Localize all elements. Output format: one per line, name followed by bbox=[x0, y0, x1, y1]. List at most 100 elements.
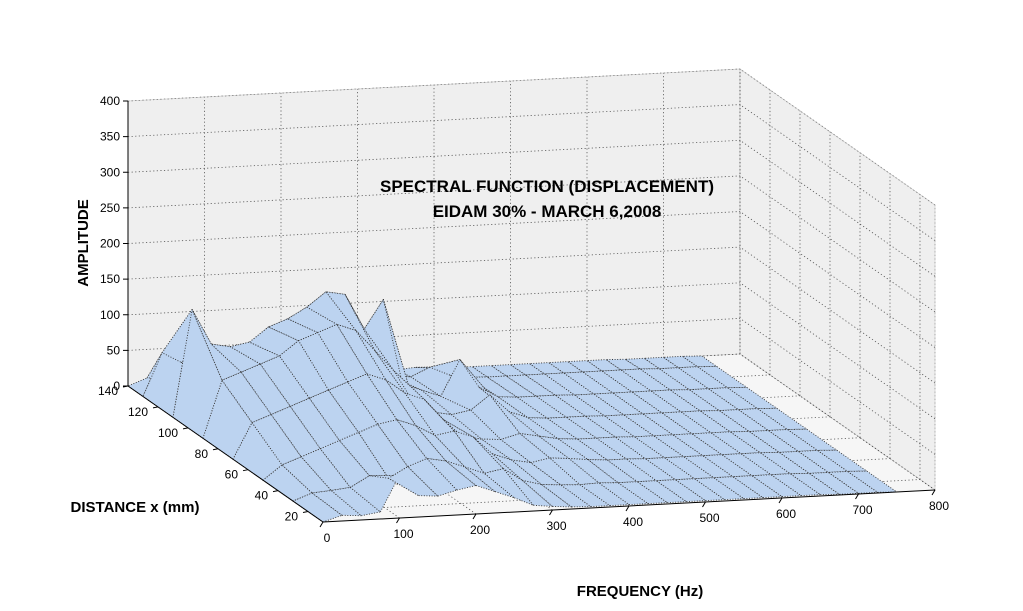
x-tick-mark bbox=[778, 497, 783, 504]
surface-patch bbox=[516, 395, 567, 419]
surface-patch bbox=[330, 486, 381, 517]
grid-line-z-side bbox=[739, 282, 936, 420]
surface-patch bbox=[530, 457, 581, 486]
x-tick-mark bbox=[396, 517, 400, 524]
surface-patch bbox=[426, 458, 477, 491]
surface-patch bbox=[669, 389, 720, 412]
surface-patch bbox=[620, 368, 671, 392]
surface-patch bbox=[645, 457, 696, 481]
y-tick-label: 80 bbox=[195, 447, 209, 461]
surface-patch bbox=[546, 416, 597, 440]
surface-patch bbox=[634, 435, 685, 459]
surface-patch bbox=[672, 433, 723, 457]
grid-line-z-back bbox=[127, 282, 741, 316]
surface-patch bbox=[625, 458, 676, 482]
x-tick-mark bbox=[319, 521, 324, 528]
surface-patch bbox=[694, 477, 745, 501]
surface-patch bbox=[710, 431, 761, 455]
x-tick-label: 700 bbox=[852, 503, 872, 517]
surface-patch bbox=[770, 473, 821, 497]
surface-patch bbox=[748, 430, 799, 453]
surface-patch bbox=[557, 438, 608, 461]
surface-patch bbox=[339, 431, 390, 479]
x-tick-label: 400 bbox=[623, 515, 643, 529]
y-axis-label: DISTANCE x (mm) bbox=[71, 499, 200, 516]
x-tick-mark bbox=[931, 489, 936, 496]
surface-patch bbox=[395, 366, 431, 378]
surface-patch bbox=[789, 472, 840, 496]
z-tick-label: 150 bbox=[100, 272, 120, 286]
z-tick-label: 250 bbox=[100, 201, 120, 215]
surface-patch bbox=[787, 428, 838, 451]
x-tick-label: 600 bbox=[776, 507, 796, 521]
surface-patch bbox=[636, 480, 687, 504]
surface-patch bbox=[727, 386, 778, 410]
x-tick-label: 500 bbox=[699, 511, 719, 525]
surface-patch bbox=[828, 470, 879, 494]
surface-patch bbox=[407, 458, 458, 497]
box-edge bbox=[127, 68, 741, 102]
surface-patch bbox=[655, 479, 706, 503]
surface-patch bbox=[751, 474, 802, 498]
surface-patch bbox=[713, 476, 764, 500]
x-tick-mark bbox=[702, 501, 706, 508]
surface-patch bbox=[740, 452, 791, 476]
surface-patch bbox=[349, 474, 400, 513]
z-tick-label: 400 bbox=[100, 94, 120, 108]
surface-patch bbox=[529, 362, 565, 375]
surface-patch bbox=[519, 433, 570, 459]
box-edge bbox=[739, 68, 936, 206]
surface-patch bbox=[808, 471, 859, 495]
surface-patch bbox=[598, 482, 649, 506]
surface-patch bbox=[319, 440, 370, 488]
surface-patch bbox=[688, 388, 739, 412]
surface-patch bbox=[593, 392, 644, 416]
surface-patch bbox=[718, 409, 769, 432]
surface-patch bbox=[680, 410, 731, 434]
surface-patch bbox=[702, 454, 753, 478]
surface-patch bbox=[560, 484, 611, 508]
x-tick-label: 200 bbox=[470, 523, 490, 537]
grid-line-z-side bbox=[739, 175, 936, 313]
surface-patch bbox=[642, 412, 693, 436]
grid-line-z-back bbox=[127, 104, 741, 137]
surface-patch bbox=[699, 410, 750, 433]
surface-patch bbox=[615, 436, 666, 460]
surface-patch bbox=[721, 453, 772, 477]
grid-line-z-side bbox=[739, 139, 936, 277]
grid-line-z-back bbox=[127, 175, 741, 209]
surface-patch bbox=[270, 405, 321, 458]
y-tick-label: 40 bbox=[255, 489, 269, 503]
y-tick-mark bbox=[152, 406, 159, 409]
surface-patch bbox=[565, 415, 616, 439]
surface-patch bbox=[281, 456, 332, 494]
surface-patch bbox=[587, 459, 638, 484]
surface-patch bbox=[639, 368, 690, 391]
surface-patch bbox=[508, 411, 559, 440]
surface-patch bbox=[525, 373, 576, 396]
grid-line-z-back bbox=[127, 246, 741, 280]
surface-patch bbox=[511, 459, 562, 486]
y-tick-mark bbox=[242, 469, 249, 472]
y-tick-mark bbox=[212, 448, 219, 451]
y-axis-line bbox=[127, 385, 324, 523]
surface-patch bbox=[759, 451, 810, 475]
x-tick-mark bbox=[855, 493, 859, 500]
grid-line-z-back bbox=[127, 318, 741, 351]
z-tick-label: 50 bbox=[107, 343, 121, 357]
surface-patch bbox=[691, 432, 742, 456]
surface-patch bbox=[738, 408, 789, 431]
surface-patch bbox=[191, 309, 242, 381]
y-tick-mark bbox=[182, 427, 189, 430]
surface-patch bbox=[451, 409, 502, 440]
z-tick-label: 200 bbox=[100, 237, 120, 251]
surface-patch bbox=[678, 366, 729, 390]
surface-patch bbox=[388, 466, 439, 497]
surface-patch bbox=[683, 455, 734, 479]
y-tick-label: 140 bbox=[98, 384, 118, 398]
surface-patch bbox=[732, 475, 783, 499]
z-tick-label: 350 bbox=[100, 130, 120, 144]
surface-patch bbox=[535, 394, 586, 418]
grid-line-z-back bbox=[127, 211, 741, 244]
